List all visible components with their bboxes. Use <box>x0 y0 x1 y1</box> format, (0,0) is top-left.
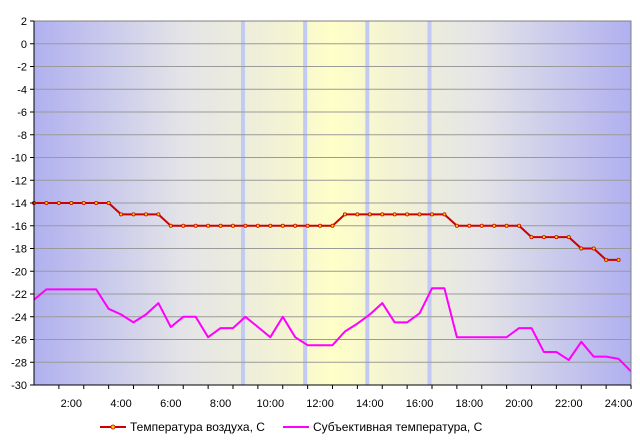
data-point <box>554 235 559 240</box>
data-point <box>69 200 74 205</box>
data-point <box>467 223 472 228</box>
data-point <box>168 223 173 228</box>
data-point <box>604 257 609 262</box>
y-tick-label: -14 <box>11 198 27 210</box>
data-point <box>342 212 347 217</box>
data-point <box>579 246 584 251</box>
data-point <box>156 212 161 217</box>
x-tick-label: 18:00 <box>456 398 484 410</box>
data-point <box>181 223 186 228</box>
data-point <box>94 200 99 205</box>
x-tick-label: 24:00 <box>605 398 633 410</box>
data-point <box>517 223 522 228</box>
x-tick-label: 10:00 <box>257 398 285 410</box>
data-point <box>268 223 273 228</box>
x-tick-label: 16:00 <box>406 398 434 410</box>
x-tick-label: 20:00 <box>505 398 533 410</box>
y-tick-label: -28 <box>11 357 27 369</box>
y-tick-label: -22 <box>11 289 27 301</box>
x-axis: 2:00 4:00 6:00 8:00 10:00 12:00 14:00 16:00 18:0… <box>34 384 633 410</box>
data-point <box>405 212 410 217</box>
data-point <box>131 212 136 217</box>
y-tick-label: -6 <box>17 107 27 119</box>
data-point <box>616 257 621 262</box>
data-point <box>206 223 211 228</box>
data-point <box>492 223 497 228</box>
x-tick-label: 14:00 <box>356 398 384 410</box>
data-point <box>193 223 198 228</box>
series-line-1 <box>34 202 619 261</box>
x-tick-label: 2:00 <box>61 398 82 410</box>
data-point <box>355 212 360 217</box>
data-point <box>56 200 61 205</box>
legend-label: Субъективная температура, С <box>313 420 483 434</box>
data-point <box>541 235 546 240</box>
data-point <box>442 212 447 217</box>
data-point <box>280 223 285 228</box>
y-tick-label: -12 <box>11 175 27 187</box>
x-tick-label: 6:00 <box>160 398 181 410</box>
data-point <box>454 223 459 228</box>
series-line-2 <box>33 287 632 373</box>
data-point <box>330 223 335 228</box>
data-point <box>504 223 509 228</box>
y-tick-label: -16 <box>11 221 27 233</box>
y-axis: 2 0 -2 -4 -6 -8 -10 -12 -14 -16 -18 -20 -22 -24 -26 -28… <box>11 16 35 392</box>
data-point <box>529 235 534 240</box>
data-point <box>106 200 111 205</box>
data-point <box>243 223 248 228</box>
data-point <box>293 223 298 228</box>
data-point <box>380 212 385 217</box>
data-point <box>218 223 223 228</box>
y-tick-label: -4 <box>17 84 27 96</box>
x-tick-label: 12:00 <box>306 398 334 410</box>
legend: Температура воздуха, С Субъективная темпе… <box>100 420 483 434</box>
data-point <box>305 223 310 228</box>
x-tick-label: 22:00 <box>555 398 583 410</box>
y-tick-label: -2 <box>17 62 27 74</box>
data-point <box>119 212 124 217</box>
data-point <box>367 212 372 217</box>
data-point <box>417 212 422 217</box>
data-point <box>566 235 571 240</box>
data-point <box>429 212 434 217</box>
data-point <box>81 200 86 205</box>
data-point <box>591 246 596 251</box>
data-point <box>392 212 397 217</box>
x-tick-label: 8:00 <box>210 398 231 410</box>
data-point <box>143 212 148 217</box>
data-point <box>255 223 260 228</box>
y-tick-label: -8 <box>17 130 27 142</box>
data-point <box>44 200 49 205</box>
legend-label: Температура воздуха, С <box>130 420 265 434</box>
y-tick-label: 2 <box>21 16 27 28</box>
y-tick-label: -24 <box>11 312 27 324</box>
y-tick-label: -18 <box>11 244 27 256</box>
y-tick-label: -26 <box>11 335 27 347</box>
data-point <box>230 223 235 228</box>
data-point <box>318 223 323 228</box>
y-tick-label: -10 <box>11 153 27 165</box>
y-tick-label: 0 <box>21 39 27 51</box>
x-tick-label: 4:00 <box>110 398 131 410</box>
plot-area <box>32 20 632 386</box>
data-point <box>479 223 484 228</box>
legend-marker <box>110 424 116 430</box>
y-tick-label: -20 <box>11 266 27 278</box>
y-tick-label: -30 <box>11 380 27 392</box>
